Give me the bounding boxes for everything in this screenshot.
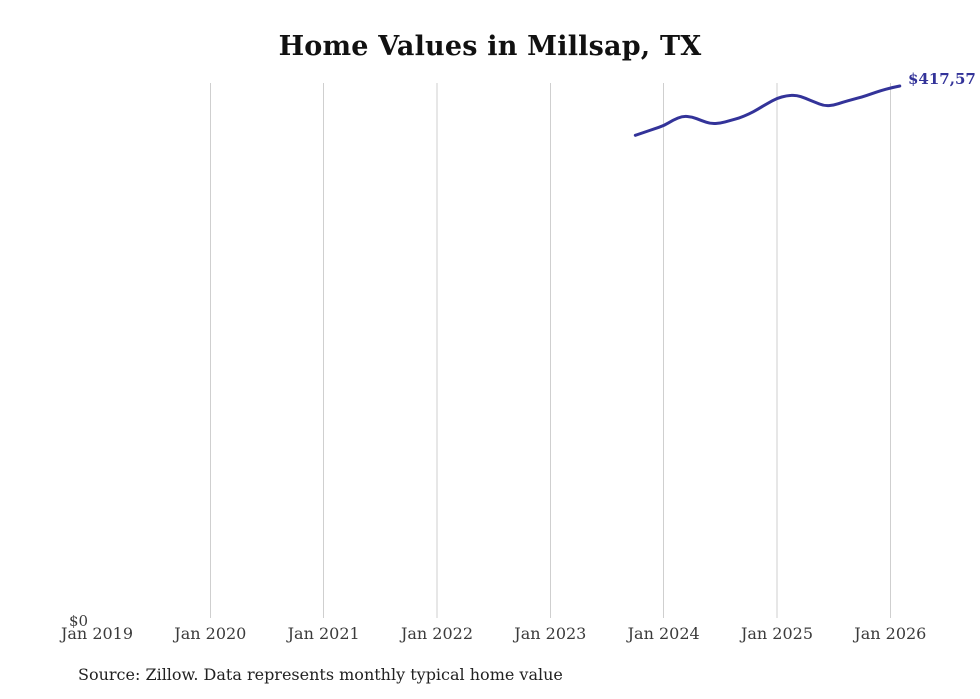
x-tick-label: Jan 2020: [174, 624, 247, 643]
last-value-label: $417,57: [908, 70, 976, 88]
year-gridlines: [209, 83, 891, 618]
x-tick-label: Jan 2022: [400, 624, 474, 643]
x-tick-label: Jan 2019: [60, 624, 134, 643]
x-tick-label: Jan 2025: [740, 624, 814, 643]
home-value-line: [633, 84, 902, 137]
x-tick-label: Jan 2024: [627, 624, 700, 643]
x-tick-label: Jan 2023: [514, 624, 587, 643]
chart-title: Home Values in Millsap, TX: [278, 31, 702, 62]
source-note: Source: Zillow. Data represents monthly …: [78, 665, 563, 684]
x-tick-label: Jan 2026: [854, 624, 927, 643]
y-axis-zero-label: $0: [69, 612, 89, 630]
x-tick-label: Jan 2021: [287, 624, 360, 643]
